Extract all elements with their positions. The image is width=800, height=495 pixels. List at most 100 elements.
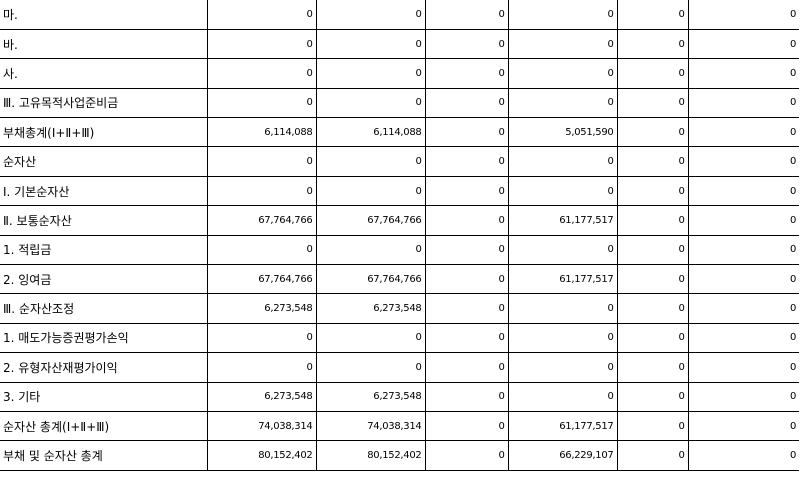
amount-cell: 0	[315, 58, 426, 89]
amount-cell: 0	[687, 352, 799, 383]
amount-cell: 0	[507, 352, 618, 383]
amount-cell: 0	[507, 293, 618, 324]
amount-cell: 0	[424, 234, 509, 266]
amount-cell: 0	[616, 28, 689, 60]
amount-cell: 0	[616, 87, 689, 119]
amount-cell: 0	[424, 352, 509, 383]
amount-cell: 0	[616, 440, 689, 471]
amount-cell: 0	[687, 322, 799, 354]
amount-cell: 0	[616, 175, 689, 207]
amount-cell: 0	[687, 440, 799, 471]
amount-cell: 74,038,314	[206, 410, 317, 442]
table-row: 순자산 총계(Ⅰ+Ⅱ+Ⅲ) 74,038,314 74,038,314 0 61,177…	[0, 410, 799, 442]
amount-cell: 67,764,766	[315, 264, 426, 295]
table-row: 1. 매도가능증권평가손익 0 0 0 0 0 0	[0, 322, 799, 354]
amount-cell: 0	[507, 381, 618, 412]
balance-sheet-table: 마. 0 0 0 0 0 0 바. 0 0 0 0 0 0 사. 0 0 0 0 0 0 Ⅲ. 고유목적사업준비금 0 0 0 0…	[0, 0, 799, 471]
amount-cell: 0	[507, 234, 618, 266]
amount-cell: 0	[687, 205, 799, 236]
amount-cell: 0	[206, 322, 317, 354]
row-label: 마.	[0, 0, 208, 30]
table-row: 순자산 0 0 0 0 0 0	[0, 146, 799, 177]
amount-cell: 0	[507, 87, 618, 119]
row-label: Ⅱ. 보통순자산	[0, 205, 208, 236]
amount-cell: 0	[206, 58, 317, 89]
table-row: Ⅰ. 기본순자산 0 0 0 0 0 0	[0, 175, 799, 207]
amount-cell: 0	[315, 352, 426, 383]
table-row: 2. 잉여금 67,764,766 67,764,766 0 61,177,517 0 0	[0, 264, 799, 295]
amount-cell: 0	[424, 322, 509, 354]
row-label: 1. 매도가능증권평가손익	[0, 322, 208, 354]
amount-cell: 74,038,314	[315, 410, 426, 442]
amount-cell: 0	[616, 293, 689, 324]
row-label: 순자산	[0, 146, 208, 177]
amount-cell: 0	[424, 410, 509, 442]
amount-cell: 0	[687, 0, 799, 30]
amount-cell: 0	[687, 28, 799, 60]
amount-cell: 0	[424, 117, 509, 148]
amount-cell: 0	[616, 205, 689, 236]
amount-cell: 0	[507, 28, 618, 60]
amount-cell: 0	[507, 175, 618, 207]
amount-cell: 6,114,088	[206, 117, 317, 148]
amount-cell: 0	[616, 352, 689, 383]
table-row: 마. 0 0 0 0 0 0	[0, 0, 799, 30]
amount-cell: 0	[424, 87, 509, 119]
amount-cell: 5,051,590	[507, 117, 618, 148]
table-row: 3. 기타 6,273,548 6,273,548 0 0 0 0	[0, 381, 799, 412]
amount-cell: 0	[507, 146, 618, 177]
amount-cell: 0	[424, 205, 509, 236]
amount-cell: 0	[206, 28, 317, 60]
amount-cell: 0	[616, 381, 689, 412]
row-label: 순자산 총계(Ⅰ+Ⅱ+Ⅲ)	[0, 410, 208, 442]
amount-cell: 6,114,088	[315, 117, 426, 148]
amount-cell: 0	[315, 146, 426, 177]
amount-cell: 0	[315, 87, 426, 119]
row-label: 1. 적립금	[0, 234, 208, 266]
amount-cell: 61,177,517	[507, 264, 618, 295]
amount-cell: 0	[206, 87, 317, 119]
amount-cell: 0	[687, 264, 799, 295]
amount-cell: 0	[206, 175, 317, 207]
amount-cell: 0	[687, 410, 799, 442]
amount-cell: 0	[424, 440, 509, 471]
amount-cell: 0	[616, 146, 689, 177]
amount-cell: 0	[424, 381, 509, 412]
row-label: Ⅲ. 고유목적사업준비금	[0, 87, 208, 119]
amount-cell: 0	[424, 58, 509, 89]
table-row: 1. 적립금 0 0 0 0 0 0	[0, 234, 799, 266]
amount-cell: 0	[206, 234, 317, 266]
amount-cell: 0	[616, 0, 689, 30]
amount-cell: 0	[206, 352, 317, 383]
row-label: 2. 유형자산재평가이익	[0, 352, 208, 383]
table-row: 사. 0 0 0 0 0 0	[0, 58, 799, 89]
amount-cell: 67,764,766	[206, 205, 317, 236]
amount-cell: 0	[616, 322, 689, 354]
amount-cell: 0	[616, 117, 689, 148]
table-row: 부채 및 순자산 총계 80,152,402 80,152,402 0 66,229,1…	[0, 440, 799, 471]
amount-cell: 0	[616, 58, 689, 89]
table-row: Ⅲ. 고유목적사업준비금 0 0 0 0 0 0	[0, 87, 799, 119]
amount-cell: 0	[424, 293, 509, 324]
amount-cell: 80,152,402	[315, 440, 426, 471]
amount-cell: 6,273,548	[315, 381, 426, 412]
amount-cell: 0	[687, 175, 799, 207]
amount-cell: 0	[315, 175, 426, 207]
table-row: Ⅱ. 보통순자산 67,764,766 67,764,766 0 61,177,517 0…	[0, 205, 799, 236]
amount-cell: 0	[507, 0, 618, 30]
amount-cell: 0	[424, 175, 509, 207]
table-row: 바. 0 0 0 0 0 0	[0, 28, 799, 60]
amount-cell: 0	[507, 58, 618, 89]
amount-cell: 0	[687, 234, 799, 266]
amount-cell: 0	[687, 117, 799, 148]
row-label: 사.	[0, 58, 208, 89]
table-row: Ⅲ. 순자산조정 6,273,548 6,273,548 0 0 0 0	[0, 293, 799, 324]
table-body: 마. 0 0 0 0 0 0 바. 0 0 0 0 0 0 사. 0 0 0 0 0 0 Ⅲ. 고유목적사업준비금 0 0 0 0…	[0, 0, 799, 471]
amount-cell: 6,273,548	[315, 293, 426, 324]
amount-cell: 0	[616, 234, 689, 266]
amount-cell: 67,764,766	[315, 205, 426, 236]
amount-cell: 80,152,402	[206, 440, 317, 471]
amount-cell: 0	[315, 322, 426, 354]
row-label: 부채총계(Ⅰ+Ⅱ+Ⅲ)	[0, 117, 208, 148]
amount-cell: 0	[507, 322, 618, 354]
